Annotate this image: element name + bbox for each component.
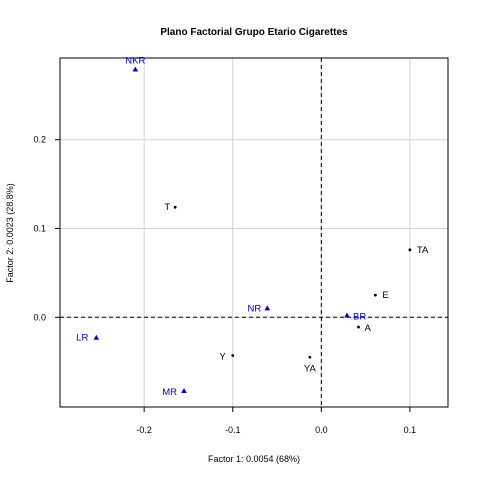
point-label-e: E — [382, 290, 388, 301]
point-label-ta: TA — [417, 245, 429, 256]
point-label-br: BR — [353, 312, 366, 323]
point-marker-y — [231, 354, 235, 357]
point-label-y: Y — [219, 351, 226, 362]
point-label-a: A — [365, 323, 372, 334]
point-label-mr: MR — [162, 387, 177, 398]
point-marker-mr — [181, 388, 187, 394]
point-marker-t — [173, 205, 177, 209]
y-axis-label: Factor 2: 0.0023 (28.8%) — [5, 183, 15, 283]
point-label-nkr: NKR — [125, 56, 145, 67]
x-tick-label: -0.2 — [136, 425, 152, 435]
data-points — [93, 66, 412, 394]
x-tick-label: -0.1 — [225, 425, 241, 435]
x-tick-label: 0.1 — [404, 425, 417, 435]
reference-lines — [60, 58, 448, 407]
point-label-t: T — [164, 202, 170, 213]
point-label-nr: NR — [248, 303, 262, 314]
point-marker-e — [373, 293, 377, 297]
point-marker-lr — [93, 334, 100, 340]
y-tick-label: 0.1 — [33, 224, 46, 234]
axis-ticks: -0.2 -0.1 0.0 0.1 0.0 0.1 0.2 — [33, 135, 416, 435]
point-labels: T TA E A Y YA NKR NR BR LR MR — [76, 56, 429, 398]
point-marker-br — [344, 312, 350, 318]
y-tick-label: 0.0 — [33, 312, 46, 322]
point-label-lr: LR — [76, 333, 88, 344]
point-marker-ta — [408, 248, 412, 252]
point-marker-a — [357, 325, 360, 329]
grid-lines — [60, 58, 448, 407]
point-marker-nr — [264, 305, 271, 311]
point-label-ya: YA — [304, 363, 317, 374]
x-tick-label: 0.0 — [315, 425, 328, 435]
point-marker-ya — [308, 355, 312, 359]
x-axis-label: Factor 1: 0.0054 (68%) — [208, 454, 300, 464]
point-marker-nkr — [132, 66, 139, 72]
plot-frame — [59, 57, 449, 408]
y-tick-label: 0.2 — [33, 135, 46, 145]
chart-title: Plano Factorial Grupo Etario Cigarettes — [160, 27, 348, 38]
